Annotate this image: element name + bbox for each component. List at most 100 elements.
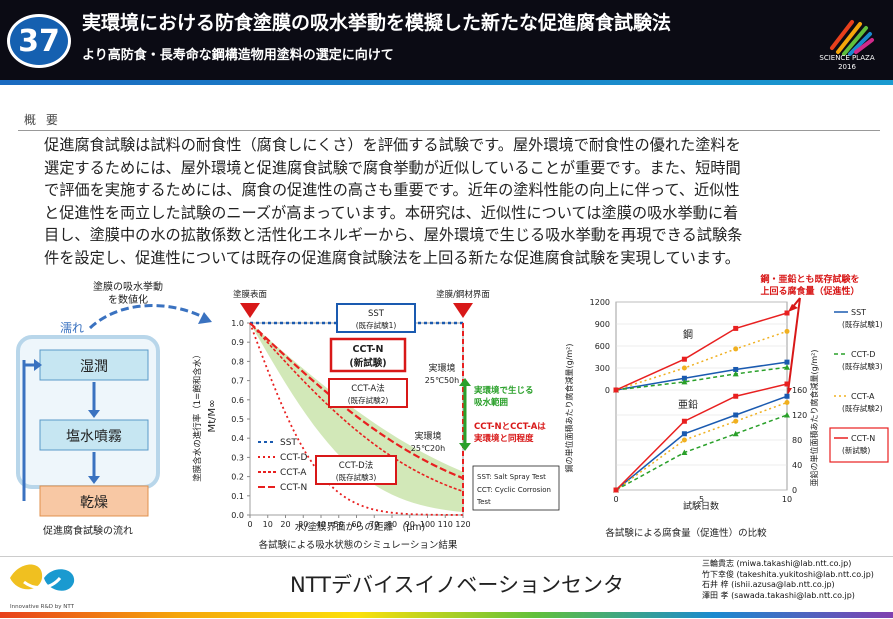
x-tick-label: 30 — [298, 520, 308, 529]
step-dry-label: 乾燥 — [80, 495, 108, 511]
section-label: 概 要 — [24, 113, 61, 127]
dashed-arrow — [88, 304, 206, 330]
series-point — [681, 431, 687, 437]
corrosion-chart: 鋼・亜鉛とも既存試験を 上回る腐食量（促進性） 鋼の単位面積あたり腐食減量(g/… — [564, 273, 889, 539]
box-ccta-line2: (既存試験2) — [348, 395, 389, 405]
x-tick-label: 90 — [405, 520, 415, 529]
abbrev-3: Test — [476, 498, 491, 506]
series-cctd — [249, 322, 464, 516]
box-cctd-line2: (既存試験3) — [336, 472, 377, 482]
y-axis-label: 塗膜含水の進行率（1=飽和含水） — [192, 350, 203, 482]
legend-name: CCT-D — [851, 350, 875, 359]
y-right-tick: 0 — [792, 486, 797, 495]
y-tick-label: 0.5 — [231, 415, 244, 424]
x-tick: 0 — [613, 495, 618, 504]
contact-item: 澤田 孝 (sawada.takashi@lab.ntt.co.jp) — [702, 590, 855, 600]
flow-caption: 促進腐食試験の流れ — [43, 524, 133, 537]
summary-line: で評価を実施するためには、腐食の促進性の高さも重要です。近年の塗料性能の向上に伴… — [44, 181, 740, 199]
x-tick-label: 70 — [369, 520, 379, 529]
abbrev-1: SST: Salt Spray Test — [477, 473, 546, 481]
corrosion-caption: 各試験による腐食量（促進性）の比較 — [605, 527, 767, 539]
page-subtitle: より高防食・長寿命な鋼構造物用塗料の選定に向けて — [82, 48, 394, 63]
y-tick-label: 0.2 — [231, 473, 244, 482]
note-label-2: 実環境と同程度 — [474, 433, 534, 444]
y-tick-label: 0.3 — [231, 453, 244, 462]
series-point — [733, 393, 739, 399]
organization-name: NTTデバイスイノベーションセンタ — [290, 573, 624, 597]
legend-highlight — [829, 427, 889, 463]
x-tick-label: 0 — [247, 520, 252, 529]
legend-label: SST — [280, 438, 297, 448]
series-point — [784, 359, 790, 365]
box-ccta-line1: CCT-A法 — [351, 383, 384, 394]
footer-color-bar — [0, 612, 893, 618]
summary-line: 選定するためには、屋外環境と促進腐食試験で腐食挙動が近似していることが重要です。… — [44, 158, 741, 177]
y-left-tick: 300 — [595, 364, 610, 373]
x-tick-label: 10 — [263, 520, 273, 529]
arrow-surface — [240, 303, 260, 318]
steel-label: 鋼 — [683, 328, 693, 341]
logo-year: 2016 — [838, 63, 856, 71]
callout-1: 鋼・亜鉛とも既存試験を — [759, 273, 859, 285]
y-tick-label: 0.8 — [231, 357, 244, 366]
contact-item: 竹下幸俊 (takeshita.yukitoshi@lab.ntt.co.jp) — [702, 569, 874, 579]
series-point — [784, 412, 790, 418]
series-line — [615, 401, 788, 491]
dashed-arrow-head — [198, 312, 212, 324]
flow-arrow-2-head — [88, 476, 100, 484]
env2-line1: 実環境 — [414, 430, 441, 442]
y-left-tick: 900 — [595, 320, 610, 329]
y-right-tick: 160 — [792, 386, 807, 395]
legend-label: CCT-N — [280, 483, 307, 493]
summary-line: と促進性を両立した試験のニーズが高まっています。本研究は、近似性については塗膜の… — [44, 203, 739, 222]
step-salt — [39, 419, 149, 451]
y-tick-label: 0.1 — [231, 492, 244, 501]
header-stripe — [0, 80, 893, 85]
poster-number: 37 — [7, 14, 71, 68]
series-point — [733, 325, 739, 331]
series-point — [733, 346, 739, 352]
header-bar: 37 実環境における防食塗膜の吸水挙動を模擬した新たな促進腐食試験法 より高防食… — [0, 0, 893, 80]
callout-arrow-2 — [787, 297, 801, 393]
series-point — [681, 365, 687, 371]
box-sst-line1: SST — [368, 309, 385, 319]
step-dry — [39, 485, 149, 517]
series-point — [784, 393, 790, 399]
range-arrow-top — [459, 378, 471, 386]
ntt-logo: Innovative R&D by NTT — [10, 564, 75, 610]
x-tick-label: 80 — [387, 520, 397, 529]
series-point — [732, 430, 739, 437]
summary-line: 促進腐食試験は試料の耐食性（腐食しにくさ）を評価する試験です。屋外環境で耐食性の… — [44, 136, 741, 154]
step-wet-label: 湿潤 — [80, 359, 108, 375]
x-tick-label: 20 — [280, 520, 290, 529]
env2-line2: 25℃20h — [411, 444, 445, 453]
series-point — [733, 366, 739, 372]
series-point — [784, 381, 790, 387]
arrow-interface — [453, 303, 473, 318]
x-tick: 10 — [782, 495, 792, 504]
y-left-tick: 1200 — [590, 298, 610, 307]
box-cctn-line1: CCT-N — [353, 344, 384, 355]
series-point — [613, 387, 619, 393]
env1-line1: 実環境 — [428, 362, 455, 374]
y-tick-label: 0.4 — [231, 434, 244, 443]
y-tick-label: 0.6 — [231, 396, 244, 405]
series-point — [681, 375, 687, 381]
legend-name: CCT-N — [851, 434, 875, 443]
box-sst-line2: (既存試験1) — [356, 320, 397, 330]
series-point — [613, 487, 619, 493]
y-right-label: 亜鉛の単位面積あたり腐食減量(g/m²) — [809, 349, 819, 486]
series-line — [615, 395, 788, 491]
series-point — [784, 400, 790, 405]
note-label-1: CCT-NとCCT-Aは — [474, 422, 546, 432]
x-tick-label: 60 — [351, 520, 361, 529]
legend-note: (新試験) — [842, 445, 870, 455]
series-line — [615, 312, 788, 391]
y-tick-label: 0.7 — [231, 377, 244, 386]
zinc-label: 亜鉛 — [678, 398, 698, 411]
series-point — [681, 378, 688, 385]
label-surface: 塗膜表面 — [233, 289, 268, 300]
legend-note: (既存試験1) — [842, 319, 883, 329]
series-line — [615, 383, 788, 491]
abbrev-2: CCT: Cyclic Corrosion — [477, 486, 551, 494]
